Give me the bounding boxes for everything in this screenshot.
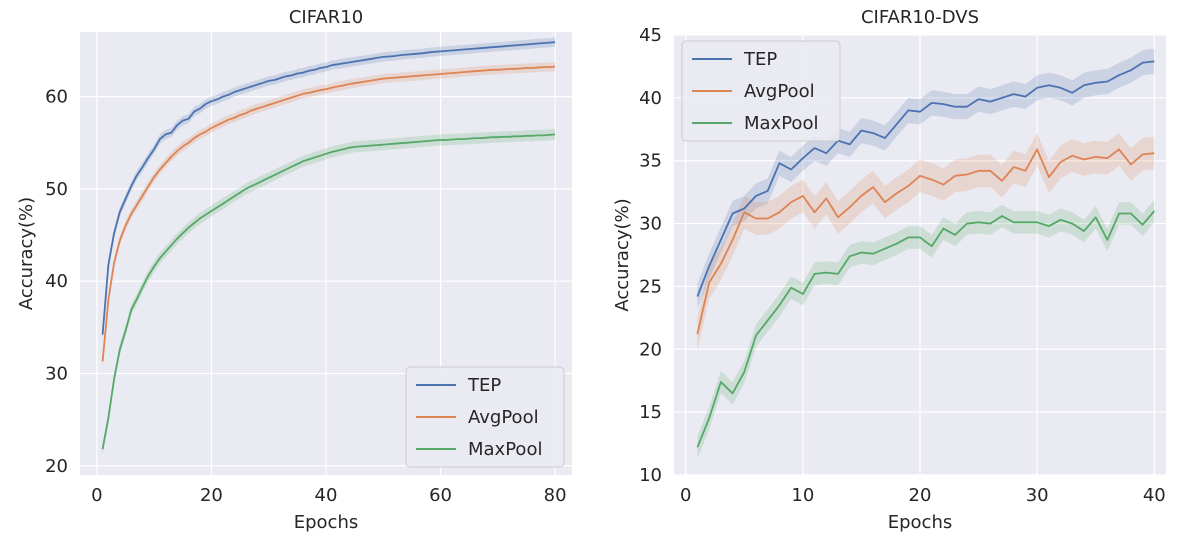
c0-x-tick-label: 0 xyxy=(91,485,102,506)
c1-chart-title: CIFAR10-DVS xyxy=(861,7,979,28)
c0-y-tick-label: 30 xyxy=(45,363,68,384)
c1-x-axis-label: Epochs xyxy=(888,512,953,533)
c1-x-tick-label: 40 xyxy=(1143,485,1166,506)
c1-y-tick-label: 10 xyxy=(639,465,662,486)
c1-series-line-tep xyxy=(696,60,1155,297)
c0-y-axis-label: Accuracy(%) xyxy=(16,197,37,310)
c1-y-tick-label: 20 xyxy=(639,339,662,360)
c1-x-tick-label: 0 xyxy=(680,485,691,506)
c0-x-tick-label: 20 xyxy=(200,485,223,506)
c1-legend-label-maxpool: MaxPool xyxy=(744,113,818,134)
c1-legend-label-avgpool: AvgPool xyxy=(744,81,815,102)
c1-x-tick-label: 10 xyxy=(791,485,814,506)
c0-legend-label-tep: TEP xyxy=(467,375,501,396)
c0-chart-title: CIFAR10 xyxy=(289,7,363,28)
c0-x-tick-label: 80 xyxy=(544,485,567,506)
c0-y-tick-label: 60 xyxy=(45,87,68,108)
c1-band-tep xyxy=(697,48,1155,310)
c1-y-tick-label: 45 xyxy=(639,25,662,46)
c1-legend: TEP AvgPool MaxPool xyxy=(681,40,841,142)
c1-legend-label-tep: TEP xyxy=(743,49,777,70)
c0-legend: TEP AvgPool MaxPool xyxy=(405,366,565,468)
c0-band-maxpool xyxy=(102,128,556,455)
c1-y-tick-label: 35 xyxy=(639,151,662,172)
c0-series-line-maxpool xyxy=(101,133,556,450)
c0-series-line-tep xyxy=(101,41,556,335)
c0-x-tick-label: 40 xyxy=(315,485,338,506)
c1-series-line-avgpool xyxy=(696,148,1155,335)
c0-legend-label-avgpool: AvgPool xyxy=(468,407,539,428)
c0-y-tick-label: 40 xyxy=(45,271,68,292)
chart-cifar10-dvs: 0 10 20 30 40 10 15 20 25 30 35 40 45 CIFAR10-DVS Epoc… xyxy=(612,7,1166,533)
c1-x-tick-label: 30 xyxy=(1026,485,1049,506)
c1-legend-box xyxy=(681,40,841,142)
c0-x-tick-label: 60 xyxy=(429,485,452,506)
c0-y-tick-label: 20 xyxy=(45,456,68,477)
c0-legend-label-maxpool: MaxPool xyxy=(468,439,542,460)
c1-band-avgpool xyxy=(697,133,1155,351)
c1-y-tick-label: 25 xyxy=(639,276,662,297)
c0-series-line-avgpool xyxy=(101,65,556,362)
c1-x-tick-label: 20 xyxy=(909,485,932,506)
c0-y-tick-label: 50 xyxy=(45,179,68,200)
c1-y-axis-label: Accuracy(%) xyxy=(612,198,633,311)
c1-series-line-maxpool xyxy=(696,210,1155,448)
c1-y-tick-label: 30 xyxy=(639,214,662,235)
c0-legend-box xyxy=(405,366,565,468)
c0-x-axis-label: Epochs xyxy=(294,512,359,533)
c1-band-maxpool xyxy=(697,199,1155,459)
c1-y-tick-label: 15 xyxy=(639,402,662,423)
chart-cifar10: 0 20 40 60 80 20 30 40 50 60 CIFAR10 Epochs Accuracy… xyxy=(16,7,572,533)
c1-y-tick-label: 40 xyxy=(639,88,662,109)
